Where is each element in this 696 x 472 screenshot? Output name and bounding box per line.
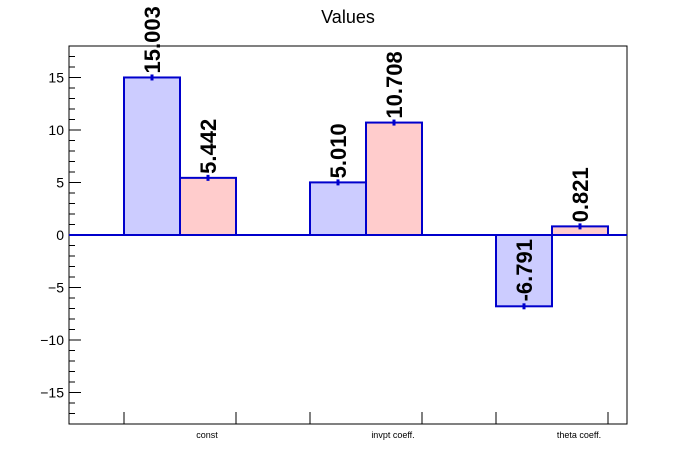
x-tick-label: theta coeff. <box>557 430 601 440</box>
y-tick-label: −5 <box>48 280 64 296</box>
y-tick-label: 15 <box>48 70 64 86</box>
bar <box>179 176 237 236</box>
bar <box>309 181 367 237</box>
x-tick-label: const <box>196 430 218 440</box>
y-tick-label: 5 <box>56 175 64 191</box>
chart-title: Values <box>321 7 375 27</box>
y-tick-label: 10 <box>48 122 64 138</box>
bar <box>123 76 181 236</box>
y-tick-label: 0 <box>56 227 64 243</box>
y-tick-label: −10 <box>40 332 64 348</box>
x-tick-label: invpt coeff. <box>371 430 414 440</box>
data-label: 5.442 <box>196 119 221 174</box>
bar <box>365 121 423 236</box>
data-label: 5.010 <box>326 123 351 178</box>
y-tick-label: −15 <box>40 385 64 401</box>
data-label: 0.821 <box>568 167 593 222</box>
data-label: -6.791 <box>512 239 537 301</box>
plot-area: −15 −10 −5 0 5 10 15 15.003 5.010 -6.791 5.442 10.7… <box>40 6 628 440</box>
data-label: 10.708 <box>382 51 407 118</box>
data-label: 15.003 <box>140 6 165 73</box>
